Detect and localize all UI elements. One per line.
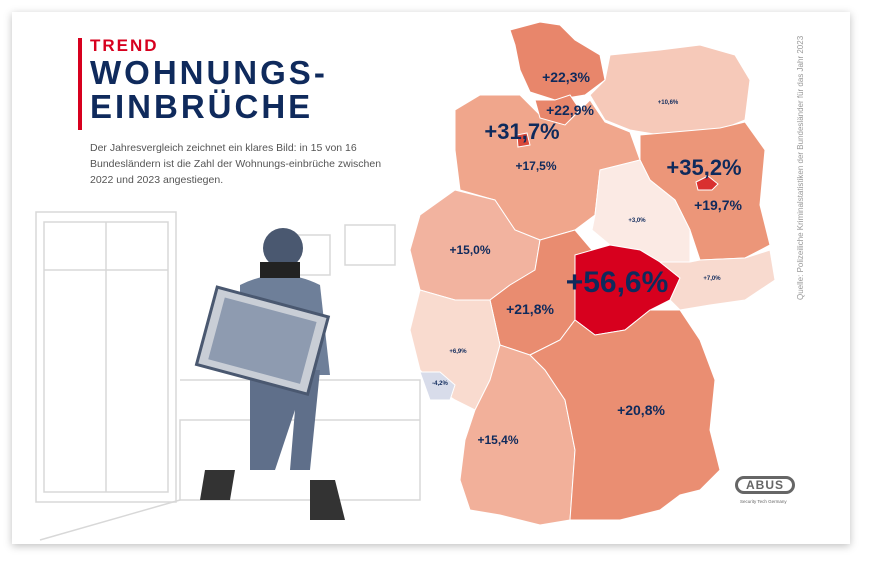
source-note: Quelle: Polizeiliche Kriminalstatistiken…	[796, 35, 805, 300]
state-sh[interactable]	[509, 21, 606, 101]
label-bb: +19,7%	[694, 197, 742, 213]
state-sl[interactable]	[419, 371, 456, 401]
label-by: +20,8%	[617, 402, 665, 418]
title-line-2: EINBRÜCHE	[90, 88, 314, 125]
label-be: +35,2%	[666, 155, 742, 180]
label-bw: +15,4%	[477, 433, 519, 447]
abus-logo: ABUS	[735, 476, 795, 494]
state-by[interactable]	[529, 309, 721, 521]
label-ni: +17,5%	[515, 159, 557, 173]
state-mv[interactable]	[589, 44, 751, 136]
state-be[interactable]	[695, 175, 719, 191]
state-hh[interactable]	[534, 94, 581, 126]
accent-bar	[78, 38, 82, 130]
state-hb[interactable]	[516, 132, 531, 148]
label-nw: +15,0%	[449, 243, 491, 257]
description: Der Jahresvergleich zeichnet ein klares …	[90, 142, 382, 186]
label-mv: +10,6%	[657, 100, 679, 106]
label-hb: +31,7%	[484, 119, 560, 144]
logo-tagline: Security Tech Germany	[740, 499, 787, 504]
label-th: +56,6%	[565, 266, 669, 299]
kicker: TREND	[90, 36, 159, 55]
page-title: WOHNUNGS- EINBRÜCHE	[90, 56, 328, 124]
title-line-1: WOHNUNGS-	[90, 54, 328, 91]
state-th[interactable]	[574, 244, 681, 336]
label-st: +3,0%	[628, 218, 646, 224]
label-sh: +22,3%	[542, 69, 590, 85]
label-sn: +7,0%	[703, 276, 721, 282]
state-sn[interactable]	[658, 249, 776, 311]
label-rp: +6,9%	[449, 349, 467, 355]
label-sl: -4,2%	[432, 381, 448, 387]
label-he: +21,8%	[506, 301, 554, 317]
label-hh: +22,9%	[546, 102, 594, 118]
